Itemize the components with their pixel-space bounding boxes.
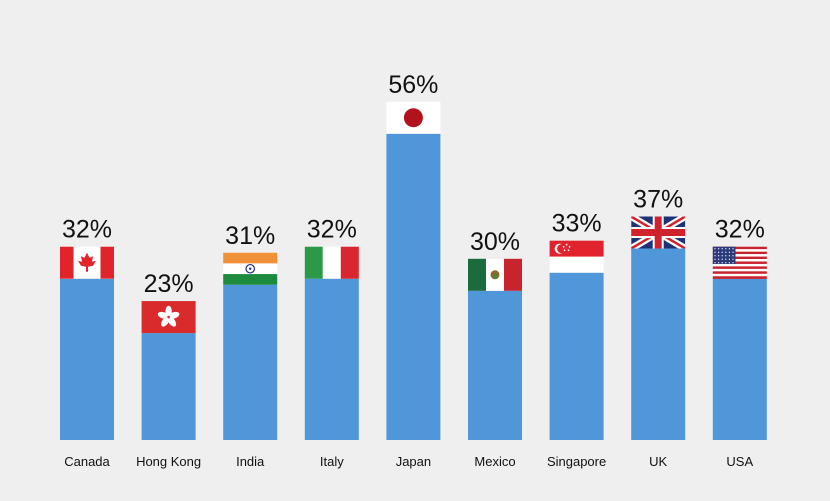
- value-label-canada: 32%: [62, 216, 112, 244]
- hong-kong-flag-icon: [141, 301, 196, 334]
- value-label-india: 31%: [225, 222, 275, 250]
- category-label-usa: USA: [726, 454, 753, 469]
- category-label-mexico: Mexico: [474, 454, 515, 469]
- japan-flag-icon: [386, 101, 441, 134]
- bar-japan: [386, 133, 441, 440]
- bar-uk: [631, 248, 686, 440]
- category-label-singapore: Singapore: [547, 454, 606, 469]
- value-label-japan: 56%: [388, 71, 438, 99]
- category-label-india: India: [236, 454, 265, 469]
- value-label-singapore: 33%: [552, 210, 602, 238]
- category-label-canada: Canada: [64, 454, 110, 469]
- value-label-uk: 37%: [633, 186, 683, 214]
- category-label-japan: Japan: [396, 454, 431, 469]
- singapore-flag-icon: [549, 240, 604, 273]
- bar-india: [223, 284, 278, 440]
- bar-italy: [304, 278, 359, 440]
- usa-flag-icon: [712, 246, 767, 279]
- category-label-uk: UK: [649, 454, 667, 469]
- value-label-hong-kong: 23%: [144, 270, 194, 298]
- value-label-mexico: 30%: [470, 228, 520, 256]
- value-label-italy: 32%: [307, 216, 357, 244]
- mexico-flag-icon: [468, 258, 522, 291]
- italy-flag-icon: [304, 246, 359, 279]
- category-label-hong-kong: Hong Kong: [136, 454, 201, 469]
- category-label-italy: Italy: [320, 454, 344, 469]
- canada-flag-icon: [60, 246, 114, 279]
- value-label-usa: 32%: [715, 216, 765, 244]
- bar-singapore: [549, 272, 604, 440]
- bar-canada: [60, 278, 114, 440]
- bar-hong-kong: [141, 333, 196, 440]
- bar-usa: [712, 278, 767, 440]
- uk-flag-icon: [631, 216, 686, 249]
- india-flag-icon: [223, 252, 278, 285]
- bar-mexico: [468, 290, 522, 440]
